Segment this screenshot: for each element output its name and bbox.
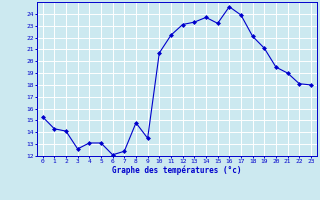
- X-axis label: Graphe des températures (°c): Graphe des températures (°c): [112, 165, 242, 175]
